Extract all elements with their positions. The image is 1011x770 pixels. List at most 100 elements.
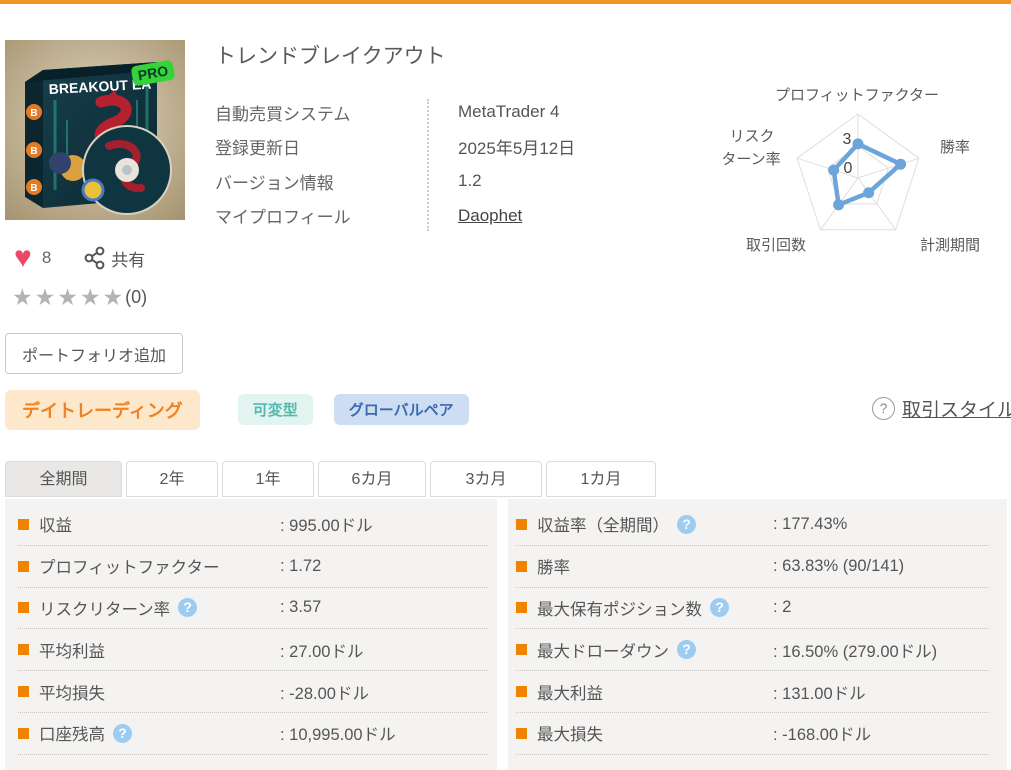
stat-row: 最大ドローダウン?: 16.50% (279.00ドル) bbox=[516, 629, 989, 672]
svg-text:B: B bbox=[30, 108, 37, 119]
svg-text:B: B bbox=[30, 183, 37, 194]
box-spine bbox=[25, 70, 43, 208]
stat-value: : 3.57 bbox=[280, 598, 322, 617]
stat-label: リスクリターン率 bbox=[39, 600, 171, 619]
likes-row: ♥ 8 共有 bbox=[14, 243, 145, 273]
stat-value: : -28.00ドル bbox=[280, 684, 369, 703]
bullet-icon bbox=[18, 518, 29, 530]
svg-text:B: B bbox=[30, 146, 37, 157]
stat-label: 収益率（全期間） bbox=[537, 517, 669, 536]
stat-key: 最大損失 bbox=[516, 721, 773, 745]
bullet-icon bbox=[516, 602, 527, 614]
stat-value: : 10,995.00ドル bbox=[280, 726, 396, 745]
stat-value: : 131.00ドル bbox=[773, 684, 866, 703]
stats-left-column: 収益: 995.00ドル プロフィットファクター: 1.72 リスクリターン率?: … bbox=[5, 499, 497, 770]
stat-value: : 995.00ドル bbox=[280, 517, 373, 536]
stat-key: 最大利益 bbox=[516, 680, 773, 704]
stat-key: リスクリターン率? bbox=[18, 596, 280, 620]
add-portfolio-button[interactable]: ポートフォリオ追加 bbox=[5, 333, 183, 374]
like-heart-icon[interactable]: ♥ bbox=[14, 241, 32, 274]
info-label: マイプロフィール bbox=[215, 208, 351, 228]
stat-label: プロフィットファクター bbox=[39, 559, 220, 578]
product-thumbnail[interactable]: B B B BREAKOUT EA PRO bbox=[5, 40, 185, 220]
bullet-icon bbox=[516, 518, 527, 530]
tab-2y[interactable]: 2年 bbox=[126, 461, 218, 497]
bullet-icon bbox=[18, 644, 29, 656]
stat-row: 収益 : 995.00ドル bbox=[18, 504, 487, 546]
stat-row: 平均利益: 27.00ドル bbox=[18, 629, 487, 672]
help-icon[interactable]: ? bbox=[113, 723, 132, 743]
info-value: MetaTrader 4 bbox=[458, 102, 560, 122]
stat-key: 平均利益 bbox=[18, 638, 280, 662]
tag-list: デイトレーディング 可変型 グローバルペア bbox=[5, 389, 469, 430]
svg-text:PRO: PRO bbox=[137, 62, 170, 83]
box-top bbox=[25, 62, 157, 82]
info-row: マイプロフィール Daophet bbox=[215, 199, 695, 234]
help-icon[interactable]: ? bbox=[677, 640, 696, 660]
bullet-icon bbox=[18, 686, 29, 698]
profile-link[interactable]: Daophet bbox=[458, 205, 523, 225]
trade-style-link[interactable]: 取引スタイル bbox=[902, 400, 1011, 421]
rating-stars[interactable]: ★★★★★ (0) bbox=[12, 284, 147, 310]
rating-count: (0) bbox=[125, 286, 148, 307]
stat-value: : 2 bbox=[773, 598, 792, 617]
stat-row: リスクリターン率?: 3.57 bbox=[18, 588, 487, 630]
flag-coin bbox=[49, 152, 71, 174]
stat-row: 勝率: 63.83% (90/141) bbox=[516, 546, 989, 588]
stat-key: プロフィットファクター bbox=[18, 554, 280, 578]
share-label: 共有 bbox=[111, 250, 146, 270]
bullet-icon bbox=[516, 686, 527, 698]
tag-day-trading[interactable]: デイトレーディング bbox=[5, 389, 200, 430]
stat-label: 勝率 bbox=[537, 559, 570, 578]
tab-6m[interactable]: 6カ月 bbox=[318, 461, 426, 497]
bullet-icon bbox=[18, 560, 29, 572]
stat-row: 最大保有ポジション数? : 2 bbox=[516, 588, 989, 630]
stat-label: 収益 bbox=[39, 517, 72, 536]
bullet-icon bbox=[516, 644, 527, 656]
stat-value: : 1.72 bbox=[280, 556, 322, 575]
info-value: 2025年5月12日 bbox=[458, 139, 576, 159]
info-row: 登録更新日 2025年5月12日 bbox=[215, 130, 695, 165]
stat-label: 平均損失 bbox=[39, 684, 105, 703]
tab-3m[interactable]: 3カ月 bbox=[430, 461, 542, 497]
info-label: 登録更新日 bbox=[215, 139, 300, 159]
trade-style-row: ? 取引スタイル bbox=[872, 395, 1011, 422]
svg-text:0: 0 bbox=[844, 160, 853, 177]
star-icons: ★★★★★ bbox=[12, 284, 126, 310]
stat-label: 最大損失 bbox=[537, 726, 603, 745]
bullet-icon bbox=[516, 727, 527, 739]
pro-badge: PRO bbox=[131, 60, 175, 86]
help-icon[interactable]: ? bbox=[677, 514, 696, 534]
bullet-icon bbox=[516, 560, 527, 572]
box-title-text: BREAKOUT EA bbox=[48, 76, 151, 97]
stat-row: 最大損失: -168.00ドル bbox=[516, 713, 989, 755]
svg-text:リスク: リスク bbox=[729, 128, 774, 145]
stat-row: 口座残高?: 10,995.00ドル bbox=[18, 713, 487, 755]
tag-variable[interactable]: 可変型 bbox=[237, 394, 313, 425]
help-icon[interactable]: ? bbox=[872, 397, 895, 420]
stat-key: 口座残高? bbox=[18, 721, 280, 745]
info-row: 自動売買システム MetaTrader 4 bbox=[215, 95, 695, 130]
svg-text:取引回数: 取引回数 bbox=[746, 237, 806, 254]
like-count: 8 bbox=[41, 248, 52, 267]
tab-1m[interactable]: 1カ月 bbox=[546, 461, 656, 497]
stat-value: : 177.43% bbox=[773, 514, 848, 533]
tab-all[interactable]: 全期間 bbox=[5, 461, 122, 497]
stat-key: 収益 bbox=[18, 512, 280, 536]
help-icon[interactable]: ? bbox=[178, 598, 198, 618]
tag-global-pair[interactable]: グローバルペア bbox=[333, 394, 469, 425]
tab-1y[interactable]: 1年 bbox=[222, 461, 314, 497]
bullet-icon bbox=[18, 602, 29, 614]
stat-label: 最大ドローダウン bbox=[537, 642, 669, 661]
product-info-rows: 自動売買システム MetaTrader 4 登録更新日 2025年5月12日 バージョン… bbox=[215, 95, 695, 233]
stat-key: 最大ドローダウン? bbox=[516, 638, 773, 662]
stat-label: 最大保有ポジション数 bbox=[537, 600, 702, 619]
stat-key: 収益率（全期間）? bbox=[516, 512, 773, 536]
help-icon[interactable]: ? bbox=[710, 598, 729, 618]
share-button[interactable]: 共有 bbox=[83, 245, 145, 271]
stat-row: 平均損失 : -28.00ドル bbox=[18, 671, 487, 713]
stat-row: 収益率（全期間）?: 177.43% bbox=[516, 504, 989, 546]
stat-value: : 16.50% (279.00ドル) bbox=[773, 642, 938, 661]
